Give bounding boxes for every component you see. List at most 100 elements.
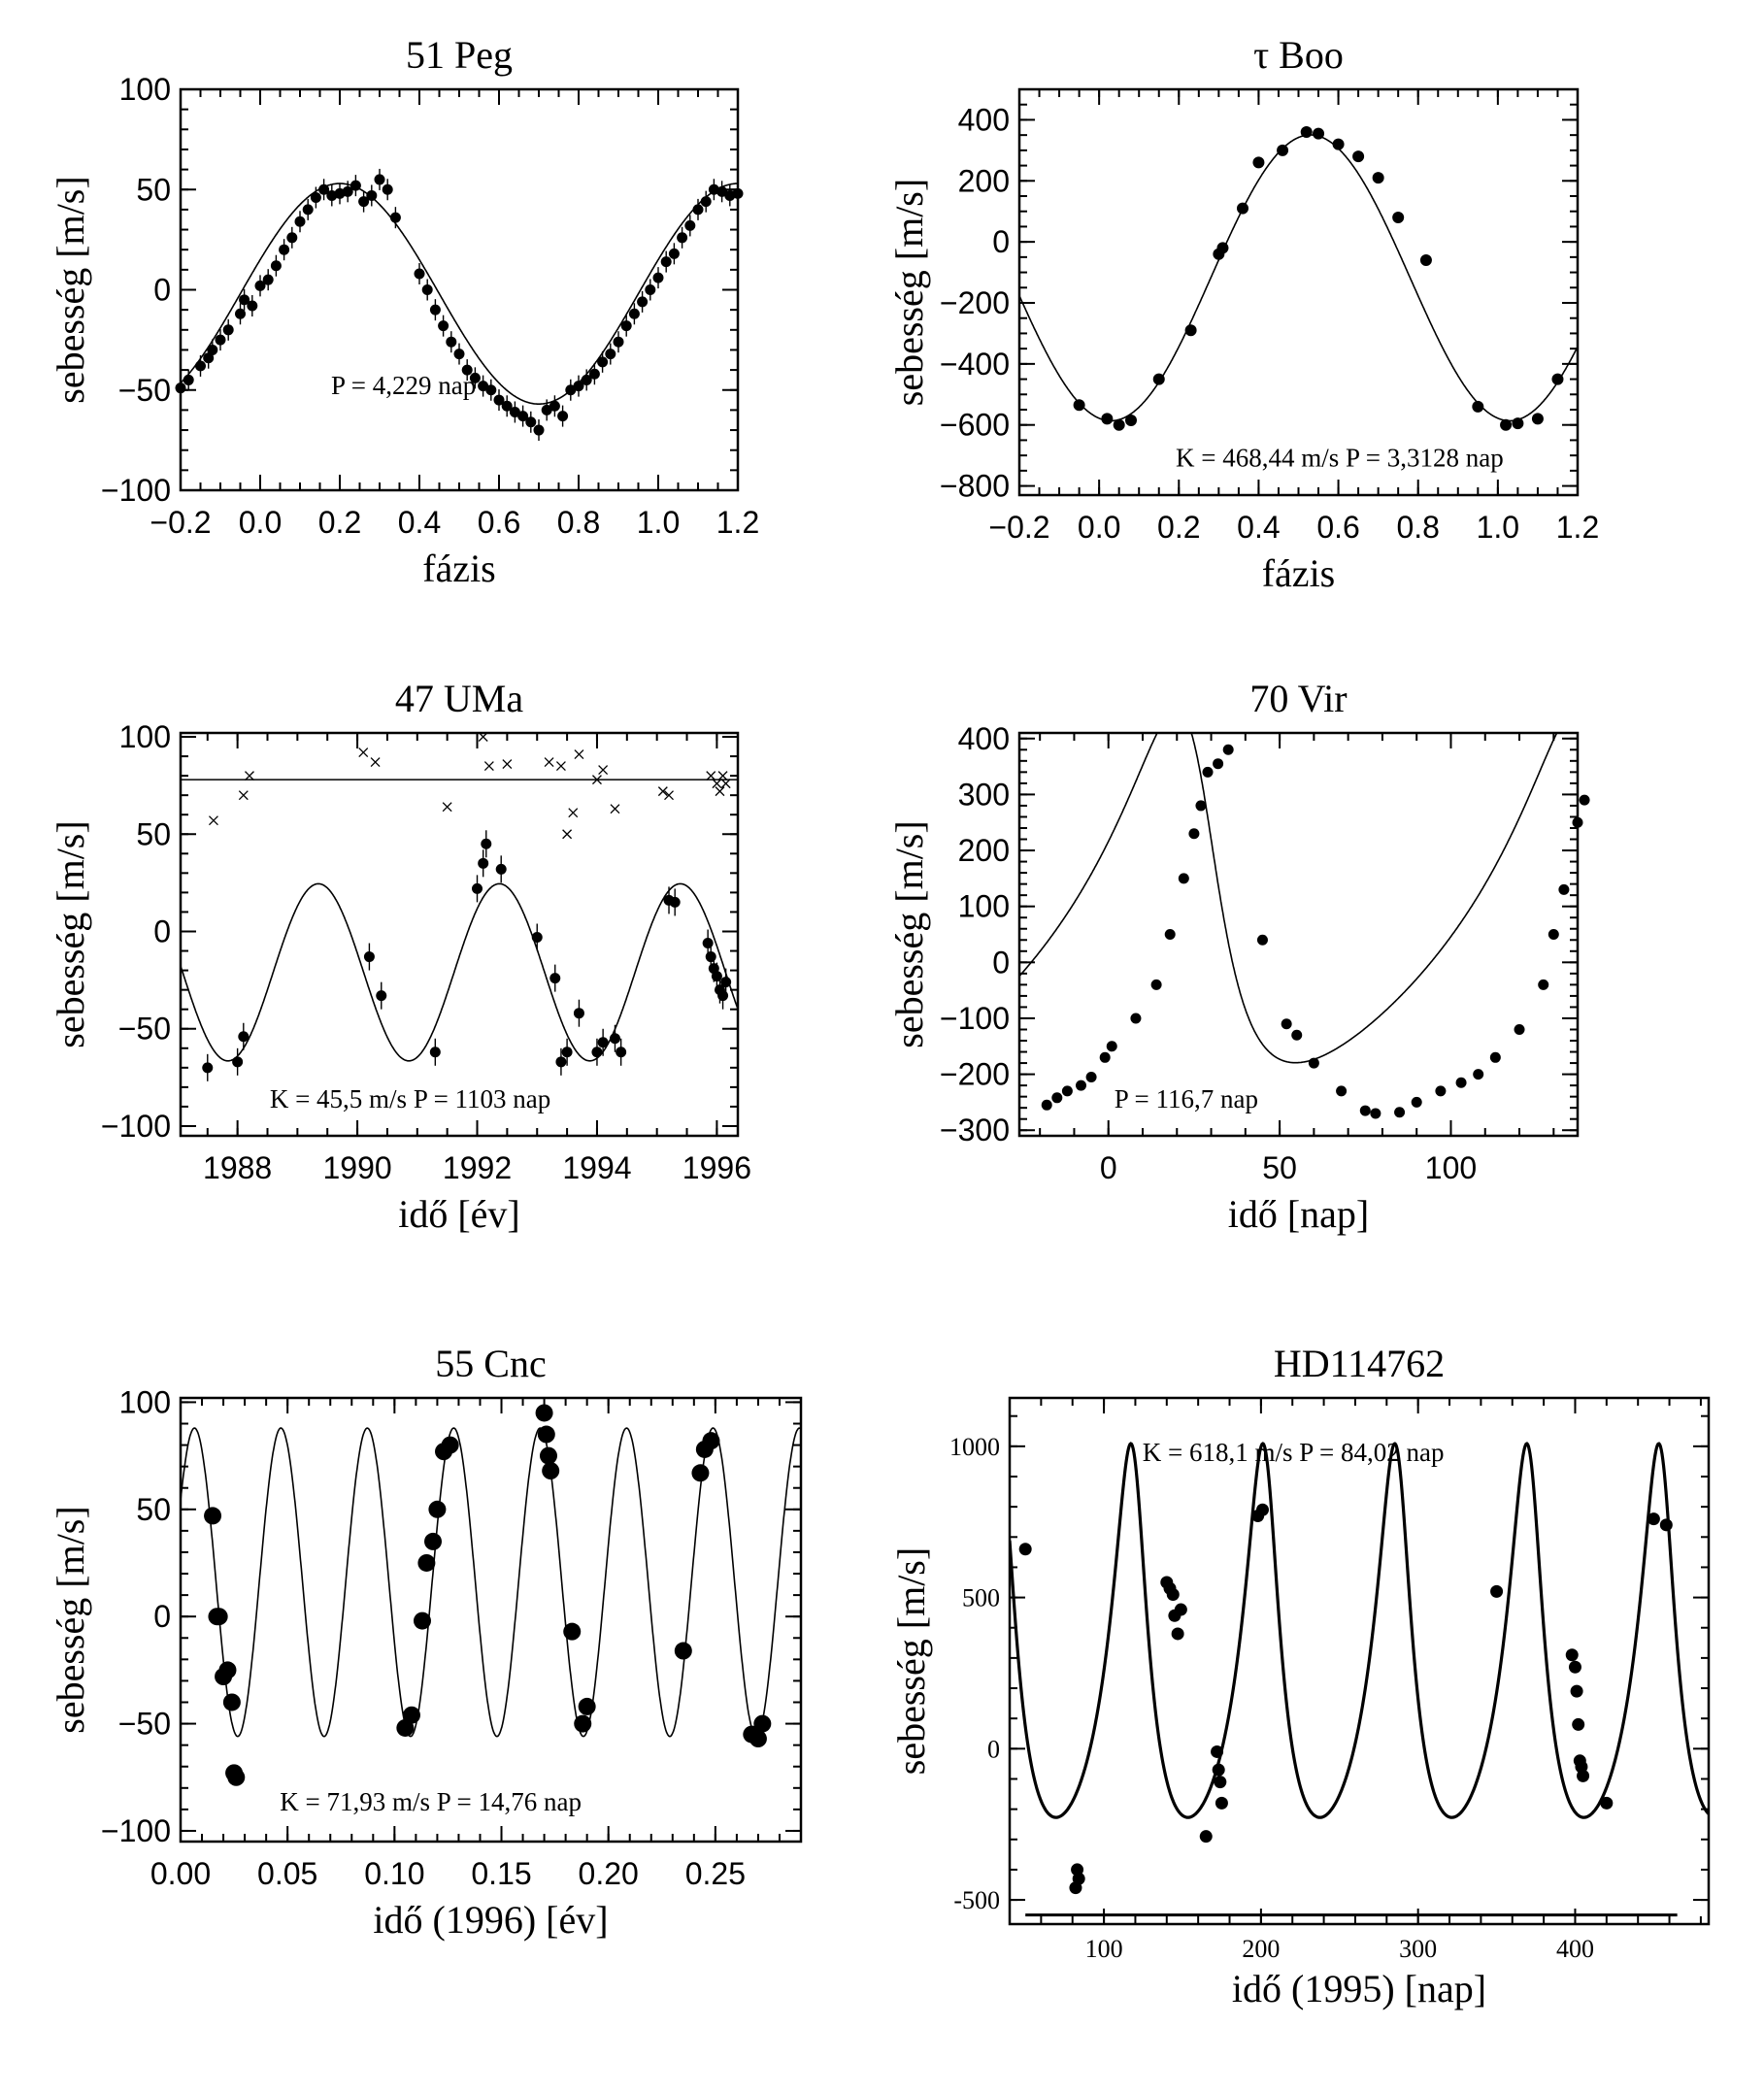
data-point	[1352, 150, 1365, 163]
data-point	[1222, 744, 1234, 755]
y-axis-label: sebesség [m/s]	[49, 820, 92, 1047]
y-tick-label: 100	[119, 1384, 171, 1419]
data-point	[1061, 1085, 1073, 1097]
data-point	[1188, 828, 1200, 840]
data-point	[549, 400, 560, 412]
data-point	[469, 372, 481, 383]
data-point	[677, 232, 688, 244]
data-point	[294, 216, 306, 227]
data-point	[1164, 929, 1176, 940]
y-tick-label: −100	[101, 473, 171, 508]
data-point	[254, 280, 266, 291]
model-curve	[181, 882, 738, 1062]
x-tick-label: 1996	[682, 1150, 751, 1185]
data-point	[557, 411, 569, 422]
data-point	[1199, 1830, 1213, 1844]
data-point	[1072, 1872, 1085, 1885]
x-axis-label: idő (1996) [év]	[373, 1898, 608, 1942]
data-point-cross	[664, 790, 674, 801]
data-point	[495, 863, 507, 875]
y-tick-label: 0	[992, 224, 1010, 259]
data-point	[660, 256, 672, 268]
data-point	[1473, 1069, 1484, 1080]
data-point	[537, 1425, 555, 1444]
x-tick-label: −0.2	[988, 510, 1049, 545]
panel-4: 70 Vir 0 50 100 −300 −200 −100 0 100 200 300 400 idő…	[887, 677, 1590, 1236]
data-point	[376, 990, 387, 1002]
data-point	[1202, 766, 1214, 778]
data-point	[227, 1768, 246, 1786]
model-curve	[181, 1427, 801, 1738]
data-point	[1195, 800, 1207, 812]
data-point	[374, 174, 385, 185]
x-tick-label: 0.05	[257, 1856, 317, 1891]
x-tick-label: 0.15	[471, 1856, 531, 1891]
x-tick-label: 0.6	[1316, 510, 1359, 545]
annotation: P = 116,7 nap	[1115, 1084, 1258, 1113]
data-point	[363, 951, 375, 963]
model-curve	[1019, 733, 1558, 1064]
x-axis-label: idő (1995) [nap]	[1232, 1967, 1486, 2010]
data-point	[1277, 144, 1289, 156]
data-point	[1281, 1018, 1292, 1030]
data-point	[637, 296, 649, 308]
data-point	[1551, 373, 1564, 385]
data-point	[417, 1553, 436, 1572]
data-point	[1211, 1744, 1224, 1758]
data-point	[1178, 873, 1189, 884]
x-tick-label: 1990	[322, 1150, 391, 1185]
data-point	[531, 932, 543, 944]
data-point	[1152, 373, 1165, 385]
data-point	[700, 196, 712, 208]
y-tick-label: 100	[119, 719, 171, 754]
data-point	[310, 192, 321, 204]
panel-2: τ Boo −0.2 0.0 0.2 0.4 0.6 0.8 1.0 1.2 −800 −600 −4…	[887, 33, 1599, 595]
y-tick-label: −100	[940, 1001, 1010, 1036]
data-point	[563, 1622, 582, 1641]
data-point	[1531, 413, 1544, 425]
data-point-cross	[245, 771, 254, 781]
x-axis-label: fázis	[1262, 551, 1336, 595]
data-point	[1512, 417, 1524, 430]
x-tick-label: 300	[1399, 1935, 1437, 1963]
data-point	[565, 384, 577, 396]
data-point	[424, 1532, 443, 1550]
data-point	[716, 185, 728, 197]
plot-frame	[179, 87, 740, 492]
data-point	[382, 183, 393, 195]
y-tick-label: 100	[119, 72, 171, 107]
data-point	[203, 352, 215, 364]
x-tick-label: 1994	[562, 1150, 631, 1185]
data-point	[358, 196, 370, 208]
y-tick-label: −50	[118, 1012, 171, 1046]
data-point	[591, 1046, 603, 1058]
data-point	[175, 382, 186, 394]
model-curve	[1010, 1442, 1709, 1819]
data-point	[235, 308, 246, 319]
y-tick-label: 0	[153, 1599, 171, 1634]
plot-frame	[179, 1396, 803, 1844]
data-point	[597, 356, 609, 368]
data-point	[1435, 1085, 1447, 1097]
data-point	[1600, 1796, 1614, 1810]
data-point	[1313, 127, 1325, 140]
data-point-cross	[562, 829, 573, 840]
x-axis-label: fázis	[422, 547, 496, 590]
data-point	[574, 1714, 592, 1733]
data-point	[1572, 816, 1583, 828]
data-point	[533, 424, 545, 436]
data-point	[286, 232, 298, 244]
data-point	[461, 364, 473, 376]
y-tick-label: 200	[958, 163, 1010, 198]
data-point	[541, 404, 552, 415]
plot-frame	[1017, 731, 1580, 1138]
data-point	[429, 1046, 441, 1058]
y-tick-label: 200	[958, 833, 1010, 868]
data-point	[555, 1056, 567, 1068]
data-point	[239, 294, 250, 306]
annotation: P = 4,229 nap	[331, 371, 476, 400]
data-point	[478, 857, 489, 869]
data-point	[349, 180, 361, 191]
data-point	[472, 882, 483, 894]
data-point	[218, 1661, 237, 1679]
